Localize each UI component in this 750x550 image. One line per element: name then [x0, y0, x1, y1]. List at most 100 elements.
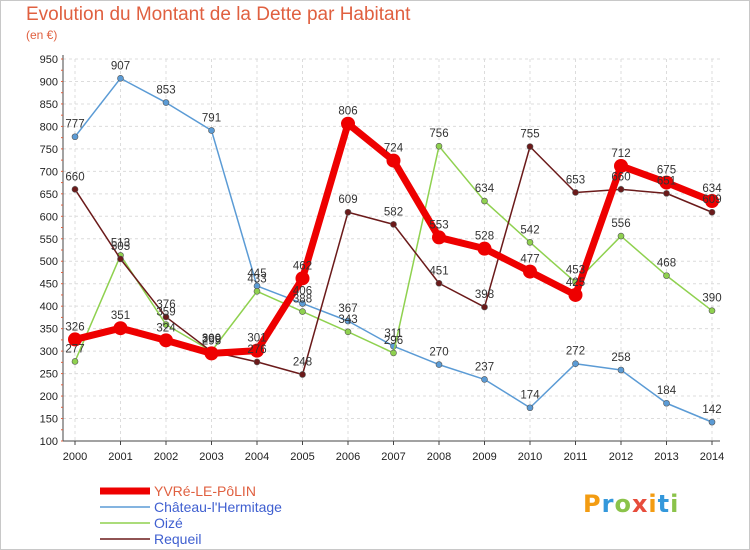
data-label: 367: [338, 303, 357, 315]
data-point: [71, 133, 79, 141]
legend-entry: YVRé-LE-PôLIN: [154, 483, 256, 499]
value-labels: 777 907 853 791 445 406 367 311 270 237 174 272 258 1…: [65, 60, 722, 416]
data-label: 712: [611, 148, 630, 160]
data-point: [572, 360, 579, 368]
data-label: 174: [520, 390, 540, 402]
data-point: [341, 116, 355, 131]
data-label: 634: [702, 183, 722, 195]
data-point: [435, 279, 443, 287]
data-point: [568, 287, 583, 302]
logo-letter: t: [657, 490, 671, 518]
logo-letter: i: [670, 490, 680, 518]
data-label: 528: [475, 231, 494, 243]
data-point: [526, 404, 534, 412]
data-point: [617, 232, 625, 240]
data-label: 351: [111, 310, 130, 322]
data-point: [659, 175, 674, 190]
data-point: [663, 190, 670, 197]
data-label: 553: [429, 219, 448, 231]
data-label: 299: [202, 334, 221, 346]
logo-letter: i: [648, 490, 658, 518]
x-tick-label: 2006: [336, 451, 360, 463]
data-label: 445: [247, 268, 266, 280]
data-point: [435, 361, 443, 368]
data-label: 388: [293, 294, 312, 306]
data-point: [481, 197, 488, 205]
y-tick-label: 650: [40, 189, 58, 201]
data-label: 453: [566, 264, 585, 276]
data-point: [614, 158, 628, 173]
data-point: [71, 186, 79, 193]
data-point: [708, 418, 716, 426]
y-tick-label: 800: [40, 121, 58, 133]
data-point: [250, 343, 264, 358]
y-tick-label: 450: [40, 279, 58, 291]
data-label: 791: [202, 112, 221, 124]
legend: YVRé-LE-PôLINChâteau-l'HermitageOizéRequ…: [100, 483, 282, 547]
data-label: 390: [702, 293, 721, 305]
data-label: 724: [384, 143, 404, 155]
data-point: [299, 300, 306, 307]
data-point: [71, 358, 79, 365]
data-label: 277: [65, 343, 84, 355]
data-point: [435, 142, 443, 150]
data-point: [526, 239, 534, 246]
x-tick-label: 2005: [290, 451, 314, 463]
data-point: [68, 332, 82, 347]
logo-letter: r: [601, 490, 615, 518]
y-tick-label: 300: [40, 346, 58, 358]
data-point: [386, 153, 401, 168]
y-tick-label: 350: [40, 324, 58, 336]
data-label: 462: [293, 260, 312, 272]
data-label: 907: [111, 60, 130, 72]
y-tick-label: 200: [40, 391, 58, 403]
grid: [63, 58, 720, 442]
x-tick-label: 2014: [700, 451, 724, 463]
data-label: 324: [156, 322, 176, 334]
data-point: [390, 349, 397, 357]
x-tick-label: 2011: [564, 451, 588, 463]
data-point: [663, 272, 670, 279]
x-tick-label: 2010: [518, 451, 542, 463]
x-tick-label: 2013: [654, 451, 678, 463]
data-label: 651: [657, 175, 676, 187]
data-label: 311: [384, 328, 402, 340]
data-label: 300: [202, 333, 221, 345]
axes: 100 150 200 250 300 350 400 450 500 550 600 650 700 7…: [40, 54, 725, 463]
data-label: 477: [520, 254, 539, 266]
data-point: [117, 255, 124, 263]
series-line: [74, 77, 713, 423]
x-tick-label: 2009: [472, 451, 496, 463]
data-label: 806: [338, 106, 357, 118]
data-label: 582: [384, 206, 403, 218]
data-label: 451: [429, 265, 448, 277]
data-label: 609: [702, 194, 721, 206]
data-label: 398: [475, 289, 494, 301]
y-tick-label: 850: [40, 99, 58, 111]
y-tick-label: 400: [40, 301, 58, 313]
data-label: 433: [247, 273, 266, 285]
legend-entry: Château-l'Hermitage: [154, 499, 282, 515]
y-tick-label: 250: [40, 369, 58, 381]
data-point: [113, 321, 128, 336]
data-point: [481, 303, 488, 311]
data-label: 853: [156, 85, 175, 97]
logo-letter: o: [614, 490, 632, 518]
data-point: [204, 346, 219, 361]
data-label: 634: [475, 183, 495, 195]
data-label: 270: [429, 347, 448, 359]
y-tick-label: 550: [40, 234, 58, 246]
data-point: [162, 313, 170, 321]
data-label: 425: [566, 277, 585, 289]
x-tick-label: 2003: [199, 451, 223, 463]
data-point: [708, 307, 716, 314]
y-tick-label: 900: [40, 76, 58, 88]
chart-title: Evolution du Montant de la Dette par Hab…: [26, 4, 411, 25]
data-label: 359: [156, 307, 175, 319]
data-point: [432, 230, 446, 245]
y-tick-label: 600: [40, 211, 58, 223]
data-label: 675: [657, 165, 676, 177]
x-tick-label: 2004: [245, 451, 269, 463]
data-label: 343: [338, 314, 357, 326]
data-label: 660: [65, 171, 84, 183]
